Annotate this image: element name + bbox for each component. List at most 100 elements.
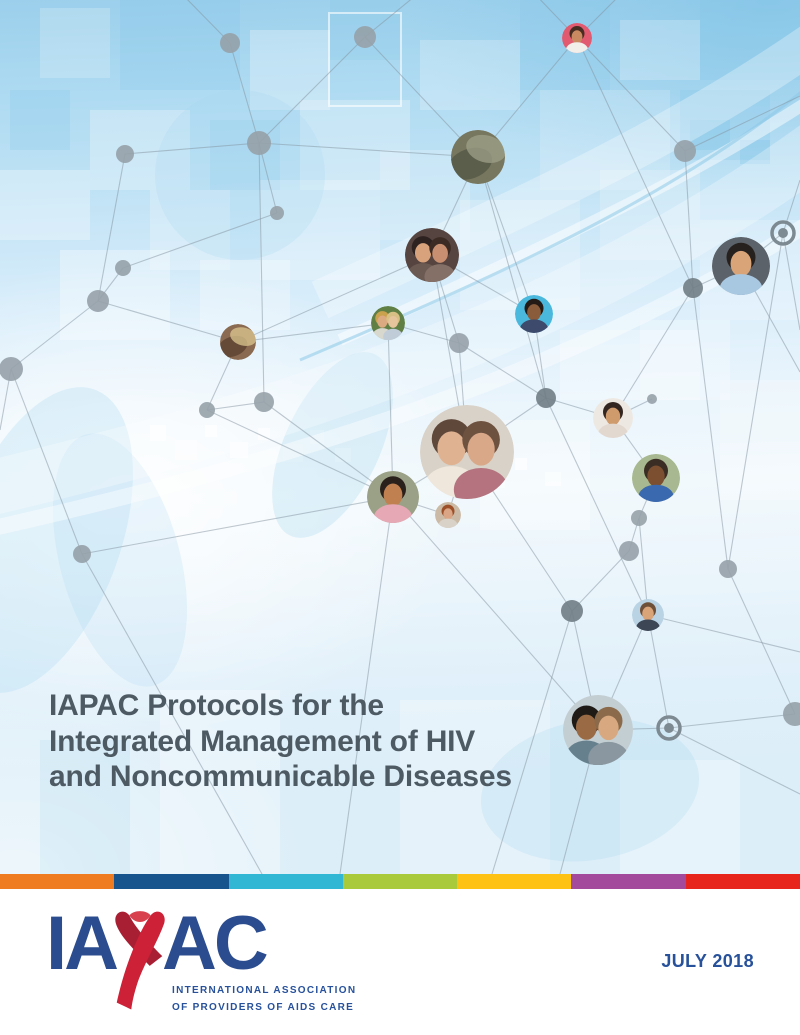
mosaic-square (540, 90, 670, 190)
shoulders (383, 328, 403, 340)
network-edge (647, 614, 800, 653)
mosaic-outline-square (328, 12, 402, 107)
mosaic-square (400, 700, 550, 874)
face (377, 315, 388, 328)
mosaic-square (700, 0, 800, 80)
ring-outer (656, 715, 682, 741)
iapac-logo-wordmark: IA AC (46, 904, 269, 1016)
network-node (73, 545, 91, 563)
network-node (619, 541, 639, 561)
network-node (220, 33, 240, 53)
face (432, 243, 448, 263)
network-edge (81, 553, 263, 874)
network-edge (10, 300, 99, 370)
ring-outer (770, 220, 796, 246)
mosaic-square (335, 448, 351, 462)
profile-photo-father-with-child (371, 306, 405, 340)
mosaic-square (310, 430, 324, 444)
mosaic-square (600, 170, 700, 260)
network-ring-node (770, 220, 796, 246)
network-edge (387, 322, 394, 498)
face (443, 508, 453, 520)
shoulders (638, 484, 674, 502)
mosaic-square (120, 0, 240, 90)
shoulders (519, 319, 549, 333)
network-node (270, 206, 284, 220)
face (571, 30, 583, 44)
shoulders (453, 467, 509, 499)
mosaic-square (230, 442, 248, 458)
color-bar-segment (342, 874, 458, 889)
face (598, 715, 619, 741)
mosaic-square (260, 180, 380, 280)
rainbow-divider-bar (0, 874, 800, 889)
network-node (354, 26, 376, 48)
network-edge (206, 409, 394, 498)
face (730, 250, 752, 277)
color-bar-segment (571, 874, 686, 889)
mosaic-square (250, 30, 330, 110)
swoosh-curve (0, 125, 800, 515)
ring-inner (664, 723, 674, 733)
shoulders (719, 274, 763, 295)
network-edge (545, 397, 649, 616)
network-edge (727, 232, 784, 570)
face (467, 432, 495, 466)
title-line-1: IAPAC Protocols for the (49, 689, 384, 722)
face (388, 316, 399, 328)
mosaic-square (0, 170, 90, 240)
mosaic-square (60, 250, 170, 340)
mosaic-square (460, 200, 580, 310)
network-edge (258, 142, 479, 158)
social-network-graphic (0, 0, 800, 874)
profile-photo-woman-auburn-hair (435, 502, 461, 528)
logo-tagline-line1: INTERNATIONAL ASSOCIATION (172, 985, 357, 996)
face (414, 243, 432, 263)
profile-photo-hands-holding-baby (220, 324, 256, 360)
network-edge (638, 517, 649, 616)
network-node (116, 145, 134, 163)
network-edge (692, 287, 729, 570)
network-node (683, 278, 703, 298)
network-edge (491, 610, 573, 874)
mosaic-square (40, 740, 130, 874)
network-edge (458, 342, 547, 399)
network-edge (684, 150, 694, 289)
network-node (536, 388, 556, 408)
cover-art: IAPAC Protocols for the Integrated Manag… (0, 0, 800, 874)
mosaic-square (740, 140, 770, 164)
network-node (199, 402, 215, 418)
network-node (631, 510, 647, 526)
network-edge (477, 156, 547, 399)
mosaic-square (515, 458, 527, 470)
network-edge (668, 727, 800, 795)
ring-inner (778, 228, 788, 238)
profile-photo-two-women-embracing (420, 405, 514, 499)
mosaic-square (545, 472, 561, 486)
color-bar-segment (685, 874, 800, 889)
network-edge (727, 568, 796, 715)
mosaic-square (283, 444, 303, 462)
title-line-3: and Noncommunicable Diseases (49, 760, 512, 793)
network-edge (81, 496, 394, 555)
profile-photo-couple-holding-hands (451, 130, 505, 184)
color-bar-segment (114, 874, 229, 889)
profile-photo-couple-embracing (405, 228, 459, 282)
swoosh-curve (337, 99, 800, 346)
mosaic-square (258, 428, 270, 440)
shoulders (588, 741, 629, 765)
network-edge (229, 42, 260, 144)
ghost-shape (155, 90, 325, 260)
mosaic-square (10, 90, 70, 150)
mosaic-square (620, 20, 700, 80)
network-edge (576, 37, 686, 152)
network-edge (237, 254, 433, 343)
color-bar-segment (457, 874, 572, 889)
network-edge (258, 142, 278, 214)
network-node (783, 702, 800, 726)
logo-tagline: INTERNATIONAL ASSOCIATION OF PROVIDERS O… (172, 982, 356, 1016)
network-edge (364, 36, 479, 158)
mosaic-square (420, 40, 520, 110)
mosaic-square (150, 425, 166, 441)
